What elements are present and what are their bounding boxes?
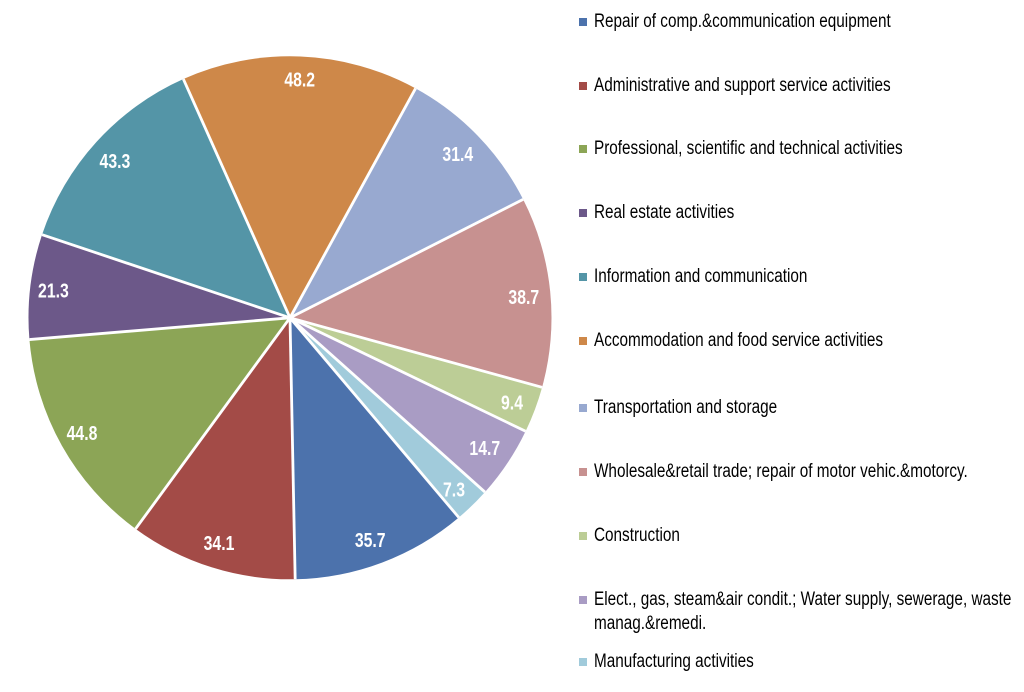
svg-text:7.3: 7.3 [443, 479, 465, 501]
svg-text:31.4: 31.4 [442, 143, 473, 165]
svg-text:9.4: 9.4 [501, 392, 523, 414]
svg-text:43.3: 43.3 [100, 150, 131, 172]
svg-text:35.7: 35.7 [355, 529, 386, 551]
svg-text:44.8: 44.8 [67, 422, 98, 444]
svg-text:14.7: 14.7 [469, 437, 500, 459]
svg-text:38.7: 38.7 [508, 286, 539, 308]
svg-text:48.2: 48.2 [284, 69, 315, 91]
svg-text:21.3: 21.3 [38, 280, 69, 302]
svg-text:34.1: 34.1 [204, 532, 235, 554]
